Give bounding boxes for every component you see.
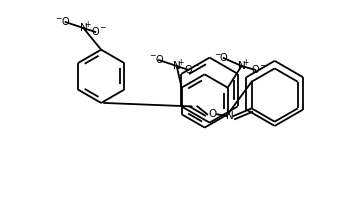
- Text: O: O: [92, 27, 99, 37]
- Text: O: O: [208, 109, 216, 119]
- Text: N: N: [173, 61, 181, 71]
- Text: O: O: [62, 17, 70, 27]
- Text: −: −: [259, 61, 265, 70]
- Text: +: +: [242, 58, 249, 67]
- Text: +: +: [177, 58, 184, 67]
- Text: −: −: [55, 14, 62, 23]
- Text: O: O: [155, 55, 163, 65]
- Text: O: O: [185, 65, 192, 75]
- Text: N: N: [237, 61, 245, 71]
- Text: −: −: [214, 50, 220, 59]
- Text: −: −: [99, 24, 105, 32]
- Text: O: O: [252, 65, 259, 75]
- Text: O: O: [220, 53, 228, 63]
- Text: −: −: [149, 52, 155, 61]
- Text: N: N: [80, 23, 87, 33]
- Text: −: −: [192, 61, 199, 70]
- Text: N: N: [226, 111, 234, 121]
- Text: +: +: [84, 20, 90, 29]
